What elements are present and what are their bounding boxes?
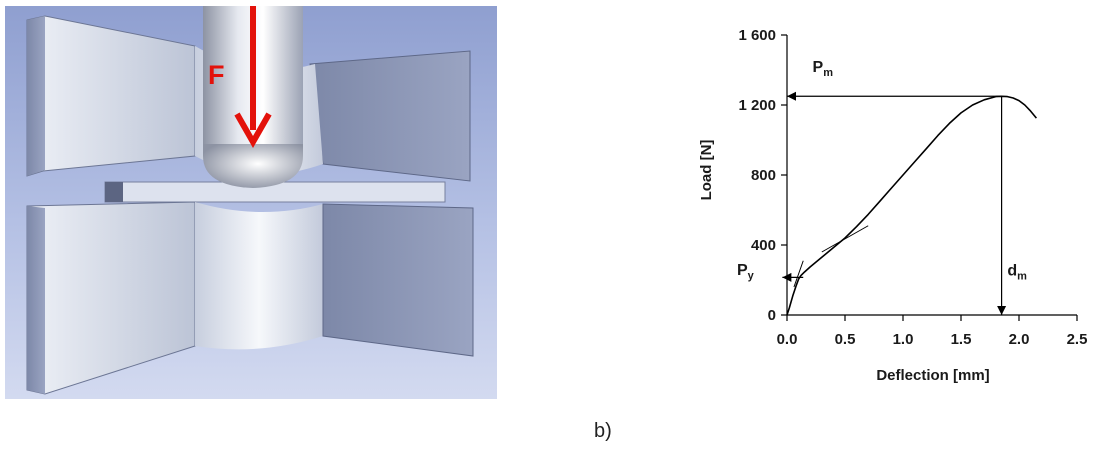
y-tick-label: 1 600 bbox=[738, 27, 776, 44]
force-label: F bbox=[208, 60, 225, 90]
p-m-arrowhead bbox=[787, 91, 796, 101]
y-axis-title: Load [N] bbox=[698, 140, 715, 201]
y-tick-label: 1 200 bbox=[738, 97, 776, 114]
figure-caption: b) bbox=[594, 420, 612, 442]
bend-test-illustration: F bbox=[5, 6, 497, 399]
x-axis-title: Deflection [mm] bbox=[876, 367, 989, 384]
x-tick-label: 0.5 bbox=[835, 331, 856, 348]
lower-die-right bbox=[322, 203, 474, 357]
tangent-line bbox=[793, 260, 804, 288]
x-tick-label: 1.5 bbox=[951, 331, 972, 348]
x-tick-label: 2.5 bbox=[1067, 331, 1088, 348]
y-tick-label: 0 bbox=[768, 307, 776, 324]
lower-die-bore bbox=[195, 202, 323, 350]
force-arrowhead bbox=[234, 112, 272, 149]
x-tick-label: 2.0 bbox=[1009, 331, 1030, 348]
d-m-arrowhead bbox=[997, 306, 1007, 315]
y-tick-label: 800 bbox=[751, 167, 776, 184]
chart-series bbox=[786, 95, 1038, 316]
x-tick-label: 1.0 bbox=[893, 331, 914, 348]
p-m-label: Pm bbox=[813, 59, 834, 79]
p-y-label: Py bbox=[737, 262, 755, 282]
load-deflection-curve bbox=[786, 95, 1038, 316]
upper-die-right bbox=[309, 50, 471, 182]
x-tick-label: 0.0 bbox=[777, 331, 798, 348]
d-m-label: dm bbox=[1007, 263, 1027, 283]
chart-ticks: 0 400 800 1 200 1 600 0.0 0.5 1.0 1.5 2.0 2.5 bbox=[738, 27, 1087, 348]
y-tick-label: 400 bbox=[751, 237, 776, 254]
tangent-lines bbox=[793, 225, 869, 288]
punch-tip bbox=[203, 144, 303, 188]
upper-die-left-side bbox=[27, 16, 45, 176]
p-y-arrowhead bbox=[782, 272, 792, 282]
chart-annotations: Pm dm Py bbox=[737, 59, 1027, 315]
load-deflection-chart: 0 400 800 1 200 1 600 0.0 0.5 1.0 1.5 2.0 2.5 Pm dm… bbox=[698, 27, 1087, 384]
